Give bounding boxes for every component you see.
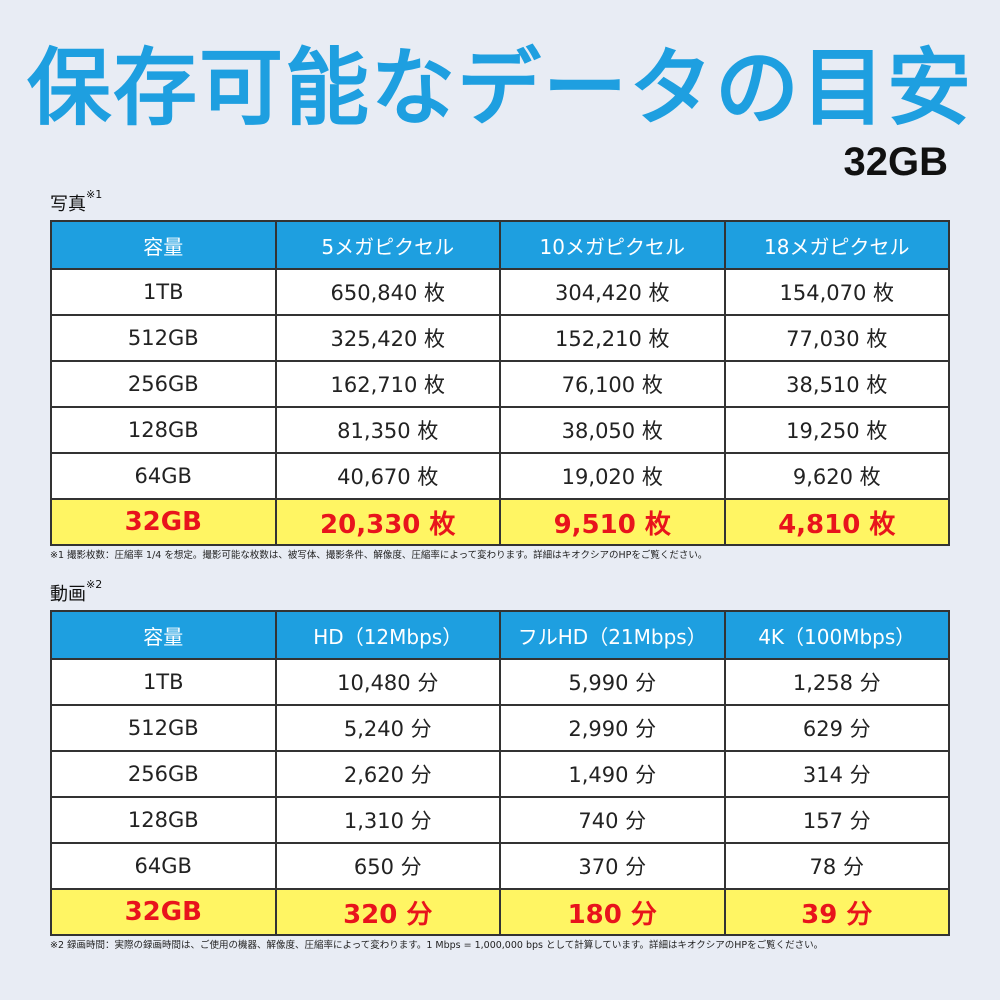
table-cell: 256GB (50, 360, 277, 408)
video-label-mark: ※2 (86, 578, 103, 591)
table-cell: 512GB (50, 314, 277, 362)
table-cell: 154,070 枚 (723, 268, 950, 316)
table-cell: 19,250 枚 (723, 406, 950, 454)
table-cell: 650 分 (274, 842, 501, 890)
highlight-cell: 9,510 枚 (499, 498, 726, 546)
table-row: 64GB 650 分 370 分 78 分 (50, 842, 950, 890)
photo-header-18mp: 18メガピクセル (723, 220, 950, 270)
table-cell: 629 分 (723, 704, 950, 752)
video-header-fullhd: フルHD（21Mbps） (499, 610, 726, 660)
table-cell: 77,030 枚 (723, 314, 950, 362)
video-header-4k: 4K（100Mbps） (723, 610, 950, 660)
photo-header-capacity: 容量 (50, 220, 277, 270)
table-cell: 81,350 枚 (274, 406, 501, 454)
table-cell: 304,420 枚 (499, 268, 726, 316)
table-cell: 314 分 (723, 750, 950, 798)
table-cell: 9,620 枚 (723, 452, 950, 500)
table-row: 64GB 40,670 枚 19,020 枚 9,620 枚 (50, 452, 950, 500)
table-cell: 162,710 枚 (274, 360, 501, 408)
table-cell: 370 分 (499, 842, 726, 890)
video-footnote: ※2 録画時間：実際の録画時間は、ご使用の機器、解像度、圧縮率によって変わります… (50, 940, 824, 951)
photo-header-10mp: 10メガピクセル (499, 220, 726, 270)
table-cell: 1,258 分 (723, 658, 950, 706)
video-header-hd: HD（12Mbps） (274, 610, 501, 660)
table-cell: 19,020 枚 (499, 452, 726, 500)
table-cell: 325,420 枚 (274, 314, 501, 362)
highlight-cell: 180 分 (499, 888, 726, 936)
highlight-cell: 39 分 (723, 888, 950, 936)
table-row: 128GB 81,350 枚 38,050 枚 19,250 枚 (50, 406, 950, 454)
table-cell: 650,840 枚 (274, 268, 501, 316)
table-cell: 128GB (50, 796, 277, 844)
photo-header-row: 容量 5メガピクセル 10メガピクセル 18メガピクセル (50, 220, 950, 270)
table-cell: 152,210 枚 (499, 314, 726, 362)
table-cell: 5,240 分 (274, 704, 501, 752)
table-cell: 256GB (50, 750, 277, 798)
table-cell: 512GB (50, 704, 277, 752)
table-cell: 40,670 枚 (274, 452, 501, 500)
table-cell: 128GB (50, 406, 277, 454)
table-cell: 740 分 (499, 796, 726, 844)
table-cell: 10,480 分 (274, 658, 501, 706)
table-cell: 1TB (50, 268, 277, 316)
page-title: 保存可能なデータの目安 (26, 39, 973, 137)
photo-footnote: ※1 撮影枚数：圧縮率 1/4 を想定。撮影可能な枚数は、被写体、撮影条件、解像… (50, 550, 708, 561)
table-cell: 1,310 分 (274, 796, 501, 844)
photo-header-5mp: 5メガピクセル (274, 220, 501, 270)
video-header-row: 容量 HD（12Mbps） フルHD（21Mbps） 4K（100Mbps） (50, 610, 950, 660)
video-header-capacity: 容量 (50, 610, 277, 660)
table-cell: 76,100 枚 (499, 360, 726, 408)
capacity-label: 32GB (843, 140, 949, 184)
table-cell: 5,990 分 (499, 658, 726, 706)
table-cell: 64GB (50, 452, 277, 500)
table-cell: 2,620 分 (274, 750, 501, 798)
table-row: 512GB 5,240 分 2,990 分 629 分 (50, 704, 950, 752)
video-table: 容量 HD（12Mbps） フルHD（21Mbps） 4K（100Mbps） 1… (50, 610, 950, 936)
table-row: 128GB 1,310 分 740 分 157 分 (50, 796, 950, 844)
photo-table: 容量 5メガピクセル 10メガピクセル 18メガピクセル 1TB 650,840… (50, 220, 950, 546)
highlight-row: 32GB 20,330 枚 9,510 枚 4,810 枚 (50, 498, 950, 546)
table-row: 1TB 650,840 枚 304,420 枚 154,070 枚 (50, 268, 950, 316)
table-cell: 78 分 (723, 842, 950, 890)
table-cell: 1,490 分 (499, 750, 726, 798)
table-cell: 157 分 (723, 796, 950, 844)
highlight-cell: 320 分 (274, 888, 501, 936)
table-row: 256GB 162,710 枚 76,100 枚 38,510 枚 (50, 360, 950, 408)
highlight-cell: 4,810 枚 (723, 498, 950, 546)
table-cell: 1TB (50, 658, 277, 706)
highlight-cell: 32GB (50, 498, 277, 546)
video-label-text: 動画 (50, 584, 86, 605)
photo-label-text: 写真 (50, 194, 86, 215)
table-row: 1TB 10,480 分 5,990 分 1,258 分 (50, 658, 950, 706)
table-row: 256GB 2,620 分 1,490 分 314 分 (50, 750, 950, 798)
photo-label-mark: ※1 (86, 188, 103, 201)
table-cell: 64GB (50, 842, 277, 890)
table-cell: 38,050 枚 (499, 406, 726, 454)
highlight-row: 32GB 320 分 180 分 39 分 (50, 888, 950, 936)
video-section-label: 動画※2 (50, 578, 103, 606)
highlight-cell: 32GB (50, 888, 277, 936)
highlight-cell: 20,330 枚 (274, 498, 501, 546)
table-cell: 2,990 分 (499, 704, 726, 752)
photo-section-label: 写真※1 (50, 188, 103, 216)
table-cell: 38,510 枚 (723, 360, 950, 408)
table-row: 512GB 325,420 枚 152,210 枚 77,030 枚 (50, 314, 950, 362)
